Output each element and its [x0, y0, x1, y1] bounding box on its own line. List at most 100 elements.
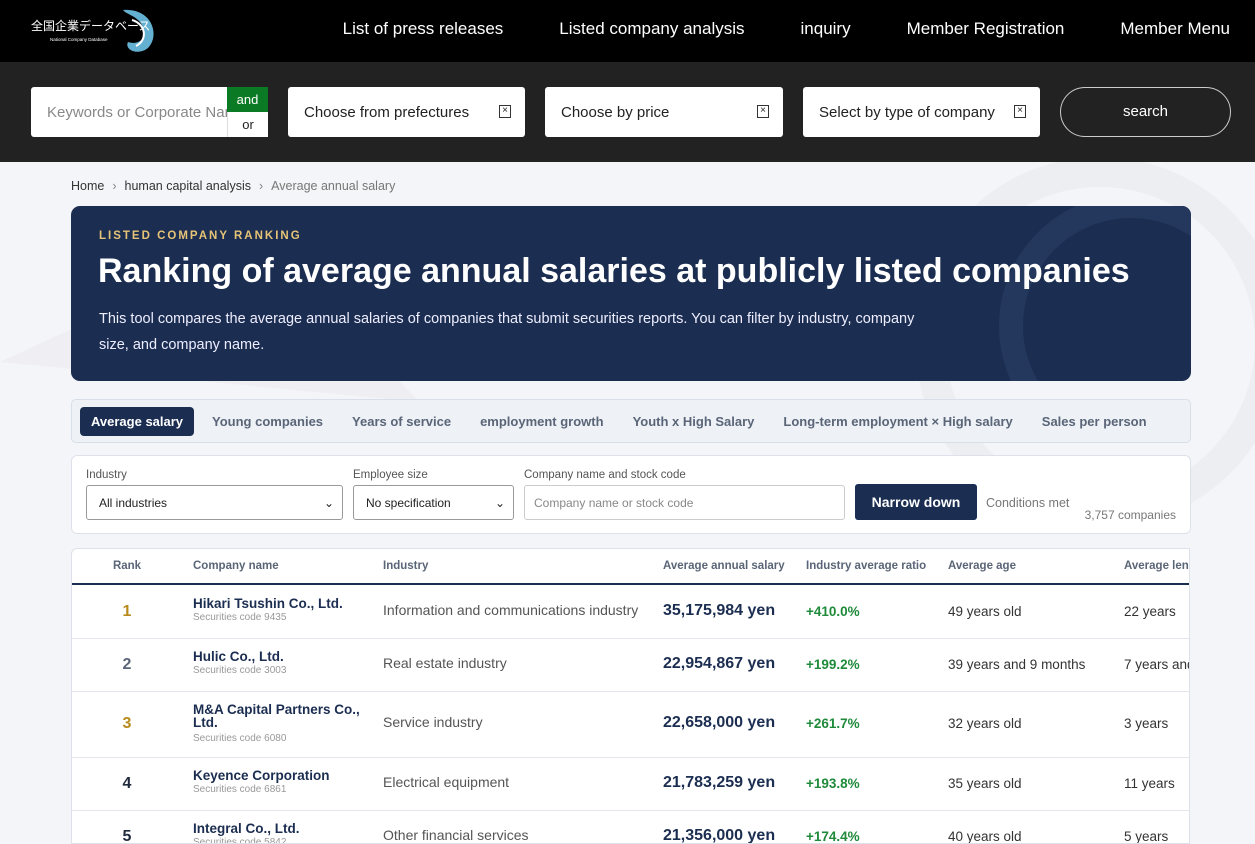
and-toggle[interactable]: and: [227, 87, 268, 112]
row-divider: [72, 757, 1189, 758]
prefecture-select[interactable]: Choose from prefectures ×: [288, 87, 525, 137]
tab[interactable]: Young companies: [212, 413, 324, 429]
hero-deco: [999, 206, 1191, 381]
filter-label: Company name and stock code: [524, 469, 686, 481]
rank: 1: [122, 602, 132, 620]
tabs: Average salary Young companies Years of se…: [71, 399, 1191, 443]
search-button[interactable]: search: [1060, 87, 1231, 137]
average-age: 49 years old: [948, 603, 1022, 619]
hero-title: Ranking of average annual salaries at pu…: [98, 252, 1130, 290]
separator: ›: [258, 179, 264, 193]
average-age: 40 years old: [948, 828, 1022, 844]
breadcrumb-item[interactable]: Home: [71, 179, 105, 193]
row-divider: [72, 638, 1189, 639]
length-of-service: 3 years: [1124, 716, 1169, 731]
separator: ›: [112, 179, 117, 193]
icon: ×: [1014, 105, 1026, 118]
salary: 35,175,984 yen: [663, 601, 776, 619]
icon: ×: [757, 105, 769, 118]
industry: Information and communications industry: [383, 601, 639, 618]
or-toggle[interactable]: or: [227, 112, 268, 137]
rank: 4: [122, 774, 132, 792]
breadcrumb: Home › human capital analysis › Average annu…: [71, 179, 395, 193]
hero: LISTED COMPANY RANKING Ranking of averag…: [71, 206, 1191, 381]
nav: List of press releases Listed company ana…: [343, 0, 1230, 58]
narrow-button[interactable]: Narrow down: [855, 484, 977, 520]
keyword-input[interactable]: Keywords or Corporate Name: [31, 87, 227, 137]
placeholder: Company name or stock code: [534, 495, 694, 510]
industry-select[interactable]: All industries ⌄: [86, 485, 343, 520]
rank: 3: [122, 715, 132, 732]
company-name[interactable]: M&A Capital Partners Co., Ltd.: [193, 702, 360, 730]
length-of-service: 5 years: [1124, 828, 1169, 844]
nav-link[interactable]: Listed company analysis: [559, 19, 745, 38]
value: No specification: [366, 495, 451, 510]
nav-link[interactable]: Member Menu: [1120, 19, 1230, 38]
ratio: +410.0%: [806, 603, 860, 619]
salary: 22,954,867 yen: [663, 654, 776, 672]
average-age: 39 years and 9 months: [948, 656, 1086, 672]
industry: Other financial services: [383, 826, 529, 843]
price-select[interactable]: Choose by price ×: [545, 87, 783, 137]
securities-code: Securities code 6861: [193, 783, 287, 795]
industry: Electrical equipment: [383, 773, 510, 790]
conditions-label: Conditions met: [986, 496, 1070, 510]
size-select[interactable]: No specification ⌄: [353, 485, 514, 520]
average-age: 35 years old: [948, 775, 1022, 791]
column-header: Average annual salary: [663, 560, 785, 572]
column-header: Company name: [193, 560, 279, 572]
tab[interactable]: Long-term employment × High salary: [783, 413, 1013, 429]
company-name[interactable]: Hikari Tsushin Co., Ltd.: [193, 595, 343, 611]
column-header: Rank: [112, 560, 142, 572]
row-divider: [72, 691, 1189, 692]
securities-code: Securities code 5842: [193, 836, 287, 844]
filter-label: Employee size: [353, 469, 428, 481]
securities-code: Securities code 3003: [193, 664, 287, 676]
chevron: ⌄: [323, 495, 334, 510]
label: Select by type of company: [819, 103, 995, 121]
header-divider: [72, 583, 1189, 585]
chevron: ⌄: [494, 495, 505, 510]
company-name[interactable]: Hulic Co., Ltd.: [193, 648, 284, 664]
tab[interactable]: Sales per person: [1041, 413, 1147, 429]
tab[interactable]: Youth x High Salary: [632, 413, 755, 429]
rank: 2: [122, 655, 132, 673]
company-name[interactable]: Integral Co., Ltd.: [193, 820, 300, 836]
tab[interactable]: employment growth: [480, 413, 604, 429]
industry: Service industry: [383, 714, 483, 730]
top-bar: 全国企業データベース National Company Database Lis…: [0, 0, 1255, 62]
label: Choose by price: [561, 103, 670, 121]
ratio: +174.4%: [806, 828, 860, 844]
salary: 21,783,259 yen: [663, 773, 776, 791]
icon: ×: [499, 105, 511, 118]
name-input[interactable]: Company name or stock code: [524, 485, 845, 520]
company-name[interactable]: Keyence Corporation: [193, 767, 330, 783]
logo: 全国企業データベース National Company Database: [31, 9, 154, 52]
logo-sub: National Company Database: [50, 37, 108, 42]
tab[interactable]: Years of service: [352, 413, 452, 429]
column-header: Average age: [948, 560, 1016, 572]
nav-link[interactable]: List of press releases: [342, 19, 504, 38]
securities-code: Securities code 6080: [193, 733, 287, 744]
type-select[interactable]: Select by type of company ×: [803, 87, 1040, 137]
ranking-table: Rank Company name Industry Average annual s…: [71, 548, 1190, 844]
nav-link[interactable]: Member Registration: [906, 19, 1065, 38]
hero-description: This tool compares the average annual sa…: [99, 311, 915, 353]
rank: 5: [122, 827, 132, 844]
salary: 22,658,000 yen: [663, 714, 776, 731]
nav-link[interactable]: inquiry: [800, 19, 851, 38]
column-header: Industry: [383, 560, 429, 572]
logo-text: 全国企業データベース: [31, 18, 150, 33]
breadcrumb-item[interactable]: human capital analysis: [124, 179, 251, 193]
ratio: +261.7%: [806, 716, 860, 731]
securities-code: Securities code 9435: [193, 611, 287, 623]
row-divider: [72, 810, 1189, 811]
ratio: +193.8%: [806, 775, 860, 791]
tab[interactable]: Average salary: [80, 406, 195, 436]
column-header: Industry average ratio: [806, 560, 927, 572]
eyebrow: LISTED COMPANY RANKING: [99, 230, 302, 242]
average-age: 32 years old: [948, 716, 1022, 731]
column-header: Average length of service: [1124, 560, 1189, 572]
